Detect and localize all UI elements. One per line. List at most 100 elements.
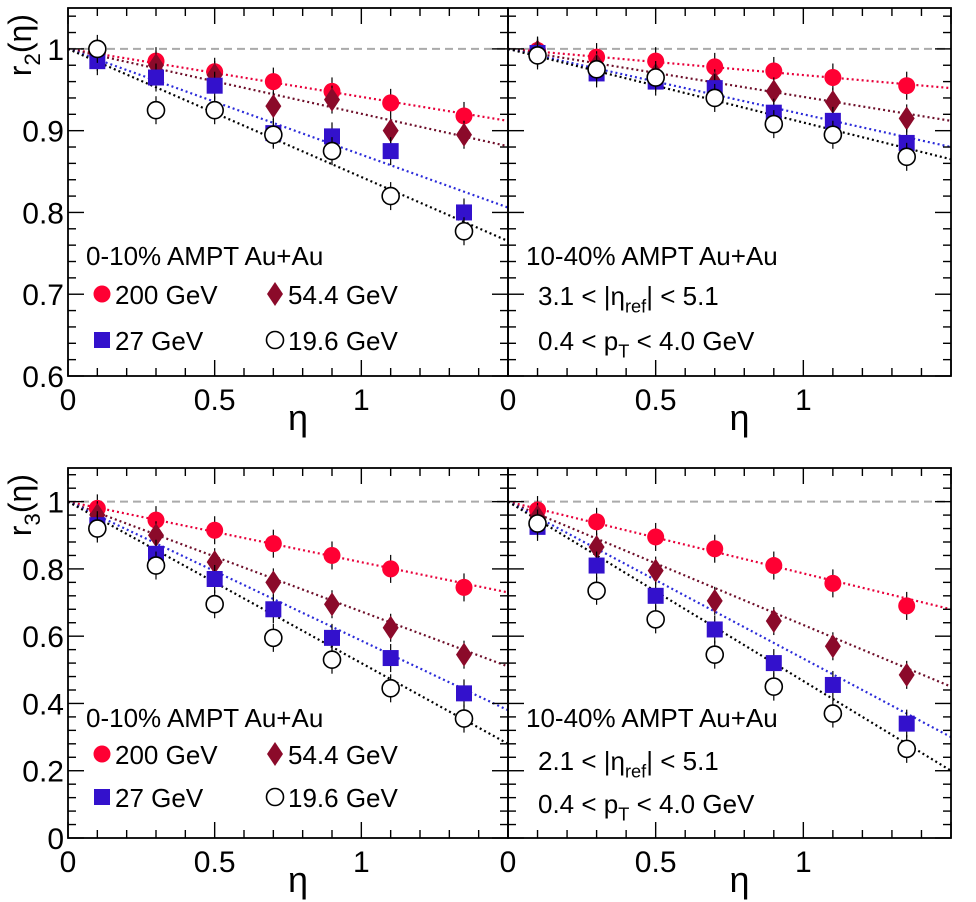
fit-line xyxy=(67,500,509,594)
y-tick-label: 0.4 xyxy=(22,688,64,721)
data-point xyxy=(205,100,224,120)
legend-label: 19.6 GeV xyxy=(288,326,399,356)
data-point xyxy=(765,609,782,634)
x-axis-label: η xyxy=(288,397,308,438)
y-tick-label: 0.6 xyxy=(22,621,64,654)
data-point xyxy=(206,521,224,539)
data-point xyxy=(264,628,283,648)
data-point xyxy=(88,39,107,59)
legend-marker xyxy=(267,742,283,766)
data-point xyxy=(382,118,399,143)
data-point xyxy=(324,87,340,112)
data-point xyxy=(898,662,915,687)
data-point xyxy=(528,46,547,65)
annotation: 0.4 < pT < 4.0 GeV xyxy=(538,789,755,824)
data-point xyxy=(706,621,723,638)
data-point xyxy=(147,511,165,529)
x-tick-label: 0 xyxy=(500,384,517,417)
fit-line xyxy=(67,47,509,209)
data-point xyxy=(706,588,723,613)
data-point xyxy=(898,597,916,615)
data-point xyxy=(764,114,784,134)
panel-2: 0 0.5 1 η 10-40% AMPT Au+Au 3.1 < |ηref| < 5.… xyxy=(500,7,952,438)
x-tick-label: 1 xyxy=(353,384,370,417)
legend-label: 19.6 GeV xyxy=(288,783,399,813)
plot-frame xyxy=(507,467,952,839)
fit-line xyxy=(507,47,952,90)
legend-label: 200 GeV xyxy=(115,740,218,770)
data-point xyxy=(323,546,341,564)
y-axis-label: r2(η) xyxy=(2,14,45,76)
data-point xyxy=(647,558,664,583)
data-point xyxy=(264,125,283,145)
x-tick-label: 0 xyxy=(60,384,77,417)
data-point xyxy=(456,685,472,702)
data-point xyxy=(455,107,473,125)
data-point xyxy=(454,221,474,241)
data-point xyxy=(456,122,472,147)
data-point xyxy=(897,147,917,167)
data-point xyxy=(898,77,916,95)
data-point xyxy=(382,143,399,160)
y-tick-label: 1 xyxy=(47,487,64,520)
data-point xyxy=(381,186,400,206)
legend-label: 54.4 GeV xyxy=(288,280,399,310)
x-tick-label: 1 xyxy=(795,384,812,417)
data-point xyxy=(324,128,340,145)
legend-label: 54.4 GeV xyxy=(288,740,399,770)
data-point xyxy=(824,634,841,659)
y-axis-label: r3(η) xyxy=(2,474,45,536)
annotation: 10-40% AMPT Au+Au xyxy=(526,241,778,271)
data-point xyxy=(646,610,665,629)
data-point xyxy=(454,709,474,728)
annotation: 10-40% AMPT Au+Au xyxy=(526,703,778,733)
data-point xyxy=(824,69,842,87)
fit-line xyxy=(67,47,509,122)
data-point xyxy=(146,556,166,575)
legend-marker xyxy=(94,332,110,348)
data-point xyxy=(381,679,400,698)
data-point xyxy=(456,204,472,221)
annotation: 2.1 < |ηref| < 5.1 xyxy=(538,746,719,781)
x-tick-label: 0.5 xyxy=(635,384,677,417)
data-point xyxy=(382,615,399,640)
data-point xyxy=(265,570,282,595)
x-tick-label: 1 xyxy=(795,846,812,879)
data-point xyxy=(146,100,166,120)
annotation: 3.1 < |ηref| < 5.1 xyxy=(538,281,719,316)
legend-marker xyxy=(93,285,111,303)
legend-marker xyxy=(93,745,111,763)
x-tick-label: 1 xyxy=(353,846,370,879)
x-tick-label: 0.5 xyxy=(194,846,236,879)
y-tick-label: 1 xyxy=(47,34,64,67)
annotation: 0-10% AMPT Au+Au xyxy=(86,703,323,733)
fit-line xyxy=(67,47,509,148)
data-point xyxy=(824,574,842,592)
data-point xyxy=(206,571,223,587)
data-point xyxy=(823,704,843,723)
data-point xyxy=(705,88,725,108)
x-tick-label: 0 xyxy=(60,846,77,879)
data-point xyxy=(88,519,107,538)
fit-line xyxy=(507,47,952,149)
data-point xyxy=(206,550,223,575)
legend-marker xyxy=(267,282,283,306)
data-point xyxy=(706,540,724,558)
data-point xyxy=(324,592,340,617)
data-point xyxy=(455,578,473,596)
y-tick-label: 0.9 xyxy=(22,116,64,149)
data-point xyxy=(382,560,400,578)
data-point xyxy=(587,581,606,601)
data-point xyxy=(647,528,665,546)
x-tick-label: 0 xyxy=(500,846,517,879)
fit-line xyxy=(507,500,952,688)
plot-frame xyxy=(507,7,952,377)
data-point xyxy=(764,677,784,696)
fit-line xyxy=(507,500,952,739)
legend-label: 200 GeV xyxy=(115,280,218,310)
data-point xyxy=(824,676,841,693)
data-point xyxy=(646,68,665,87)
data-point xyxy=(322,650,342,670)
fit-line xyxy=(507,500,952,611)
legend-marker xyxy=(94,789,110,805)
